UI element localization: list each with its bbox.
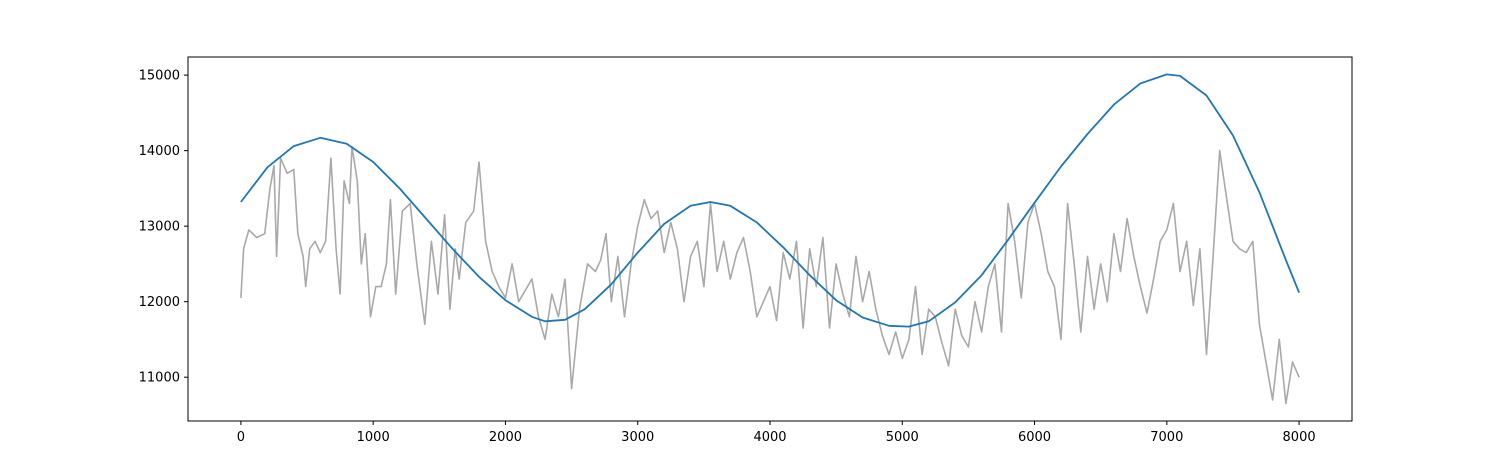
x-tick-label: 7000 bbox=[1150, 430, 1183, 445]
x-axis: 0 1000 2000 3000 4000 5000 6000 7000 8000 bbox=[237, 421, 1316, 445]
y-tick-label: 15000 bbox=[139, 69, 180, 84]
y-tick-label: 11000 bbox=[139, 371, 180, 386]
x-tick-label: 0 bbox=[237, 430, 245, 445]
series-layer bbox=[240, 73, 1300, 405]
x-tick-label: 3000 bbox=[621, 430, 654, 445]
y-tick-label: 14000 bbox=[139, 144, 180, 159]
series-line-2 bbox=[240, 73, 1300, 328]
x-tick-label: 5000 bbox=[886, 430, 919, 445]
x-tick-label: 8000 bbox=[1283, 430, 1316, 445]
x-tick-label: 4000 bbox=[753, 430, 786, 445]
series-line-1 bbox=[240, 146, 1300, 405]
y-tick-label: 12000 bbox=[139, 295, 180, 310]
y-axis: 11000 12000 13000 14000 15000 bbox=[139, 69, 188, 386]
x-tick-label: 1000 bbox=[357, 430, 390, 445]
y-tick-label: 13000 bbox=[139, 220, 180, 235]
x-tick-label: 2000 bbox=[489, 430, 522, 445]
plot-background bbox=[188, 57, 1352, 421]
x-tick-label: 6000 bbox=[1018, 430, 1051, 445]
